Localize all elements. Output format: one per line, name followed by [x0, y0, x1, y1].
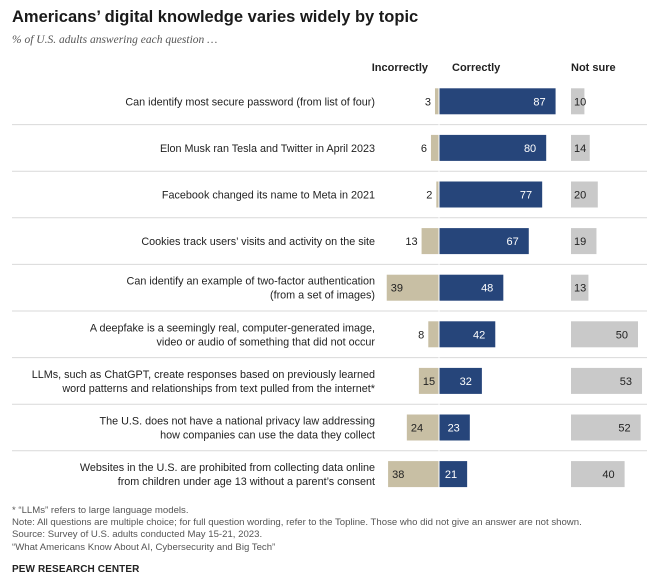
question-label: Can identify an example of two-factor au… — [127, 276, 375, 288]
value-label-correctly: 23 — [448, 423, 460, 435]
value-label-correctly: 77 — [520, 190, 532, 202]
bar-incorrectly — [430, 134, 439, 161]
question-label: Cookies track users’ visits and activity… — [141, 236, 375, 248]
question-label: video or audio of something that did not… — [157, 336, 376, 348]
value-label-not-sure: 53 — [620, 376, 632, 388]
value-label-correctly: 32 — [460, 376, 472, 388]
question-label: The U.S. does not have a national privac… — [100, 416, 375, 428]
bar-correctly — [439, 321, 496, 348]
bar-correctly — [439, 88, 556, 115]
bar-not-sure — [571, 461, 625, 488]
question-label: from children under age 13 without a par… — [118, 476, 375, 488]
value-label-correctly: 42 — [473, 329, 485, 341]
question-label: how companies can use the data they coll… — [160, 430, 375, 442]
bar-incorrectly — [421, 228, 439, 255]
question-label: A deepfake is a seemingly real, computer… — [90, 322, 375, 334]
note-methodology: Note: All questions are multiple choice;… — [12, 517, 582, 529]
question-label: word patterns and relationships from tex… — [61, 383, 375, 395]
value-label-incorrectly: 39 — [391, 283, 403, 295]
value-label-not-sure: 13 — [574, 283, 586, 295]
value-label-incorrectly: 38 — [392, 469, 404, 481]
bar-not-sure — [571, 88, 585, 115]
value-label-correctly: 67 — [507, 236, 519, 248]
value-label-not-sure: 40 — [602, 469, 614, 481]
question-label: Elon Musk ran Tesla and Twitter in April… — [160, 143, 375, 155]
bar-incorrectly — [418, 367, 439, 394]
bar-correctly — [439, 228, 529, 255]
bar-correctly — [439, 181, 543, 208]
bar-not-sure — [571, 367, 643, 394]
bar-incorrectly — [406, 414, 439, 441]
question-label: (from a set of images) — [270, 290, 375, 302]
value-label-incorrectly: 13 — [405, 236, 417, 248]
bar-incorrectly — [434, 88, 439, 115]
chart-title: Americans’ digital knowledge varies wide… — [12, 8, 419, 26]
value-label-incorrectly: 24 — [411, 423, 423, 435]
value-label-not-sure: 10 — [574, 96, 586, 108]
value-label-correctly: 87 — [533, 96, 545, 108]
bar-not-sure — [571, 181, 598, 208]
column-header-incorrectly: Incorrectly — [372, 62, 429, 74]
bar-not-sure — [571, 274, 589, 301]
chart-subtitle: % of U.S. adults answering each question… — [12, 34, 218, 46]
bar-chart: Incorrectly Correctly Not sure Can identify… — [12, 62, 647, 498]
value-label-not-sure: 52 — [618, 423, 630, 435]
question-label: LLMs, such as ChatGPT, create responses … — [32, 369, 375, 381]
value-label-not-sure: 14 — [574, 143, 586, 155]
bar-incorrectly — [428, 321, 439, 348]
value-label-correctly: 48 — [481, 283, 493, 295]
value-label-not-sure: 19 — [574, 236, 586, 248]
value-label-correctly: 21 — [445, 469, 457, 481]
note-report-title: “What Americans Know About AI, Cybersecu… — [12, 541, 276, 553]
chart-notes: * “LLMs” refers to large language models… — [12, 505, 582, 554]
bar-correctly — [439, 461, 468, 488]
value-label-incorrectly: 15 — [423, 376, 435, 388]
value-label-correctly: 80 — [524, 143, 536, 155]
question-label: Websites in the U.S. are prohibited from… — [80, 462, 375, 474]
value-label-incorrectly: 8 — [418, 329, 424, 341]
bar-correctly — [439, 134, 547, 161]
note-source: Source: Survey of U.S. adults conducted … — [12, 529, 263, 541]
bar-correctly — [439, 367, 482, 394]
question-label: Can identify most secure password (from … — [125, 96, 375, 108]
note-llm-footnote: * “LLMs” refers to large language models… — [12, 505, 189, 516]
value-label-incorrectly: 2 — [426, 190, 432, 202]
source-org: PEW RESEARCH CENTER — [12, 564, 140, 575]
value-label-incorrectly: 3 — [425, 96, 431, 108]
value-label-not-sure: 50 — [616, 329, 628, 341]
bar-incorrectly — [388, 461, 439, 488]
bar-not-sure — [571, 321, 638, 348]
bar-not-sure — [571, 134, 590, 161]
bar-incorrectly — [436, 181, 439, 208]
bar-correctly — [439, 414, 470, 441]
column-header-correctly: Correctly — [452, 62, 501, 74]
value-label-not-sure: 20 — [574, 190, 586, 202]
bar-not-sure — [571, 414, 641, 441]
bar-not-sure — [571, 228, 597, 255]
value-label-incorrectly: 6 — [421, 143, 427, 155]
column-header-not-sure: Not sure — [571, 62, 616, 74]
question-label: Facebook changed its name to Meta in 202… — [162, 190, 375, 202]
bar-incorrectly — [386, 274, 439, 301]
bar-correctly — [439, 274, 504, 301]
